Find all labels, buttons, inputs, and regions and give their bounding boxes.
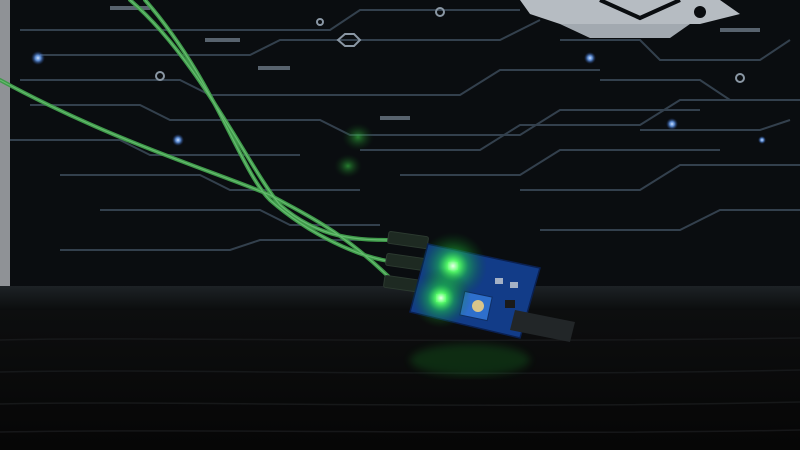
led-glow <box>411 232 487 328</box>
ic-chip <box>505 300 515 308</box>
table-reflection <box>410 344 530 376</box>
blue-light-dots <box>31 51 766 146</box>
mat-logo <box>520 0 740 38</box>
left-edge-strip <box>0 0 10 300</box>
smd-capacitor <box>510 282 518 288</box>
trace-highlights <box>110 6 760 120</box>
wire-connectors <box>383 231 429 293</box>
smd-resistor <box>495 278 503 284</box>
led-reflections <box>334 123 374 178</box>
potentiometer-screw <box>472 300 484 312</box>
sensor-probe <box>510 310 575 342</box>
circuit-pattern <box>10 9 800 251</box>
table-surface <box>0 310 800 450</box>
wood-grain <box>0 337 800 434</box>
circuit-nodes <box>155 7 745 83</box>
